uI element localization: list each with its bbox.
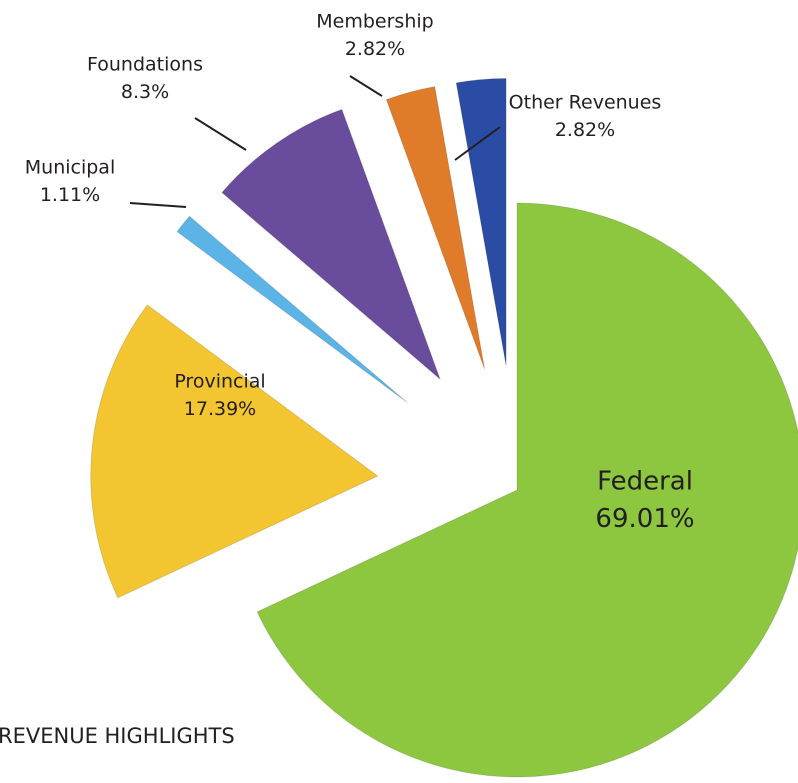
slice-label: Foundations xyxy=(87,54,203,76)
pie-slice xyxy=(385,86,486,370)
chart-title: REVENUE HIGHLIGHTS xyxy=(0,724,235,748)
slice-value-label: 17.39% xyxy=(184,398,256,420)
pie-slice xyxy=(455,77,507,366)
leader-line xyxy=(454,126,501,161)
pie-slice xyxy=(256,202,798,778)
slice-value-label: 1.11% xyxy=(40,184,100,206)
slice-value-label: 2.82% xyxy=(555,119,615,141)
slice-label: Provincial xyxy=(174,371,265,393)
leader-line xyxy=(129,202,187,208)
leader-line xyxy=(349,75,383,97)
leader-line xyxy=(194,117,247,151)
pie-slice xyxy=(90,304,379,599)
slice-label: Federal xyxy=(597,467,693,497)
slice-label: Municipal xyxy=(25,157,115,179)
slice-value-label: 8.3% xyxy=(121,81,169,103)
slice-value-label: 69.01% xyxy=(595,504,694,534)
pie-slice xyxy=(221,108,442,381)
slice-label: Other Revenues xyxy=(509,92,662,114)
slice-value-label: 2.82% xyxy=(345,38,405,60)
slice-label: Membership xyxy=(316,11,433,33)
pie-slice xyxy=(176,215,408,404)
